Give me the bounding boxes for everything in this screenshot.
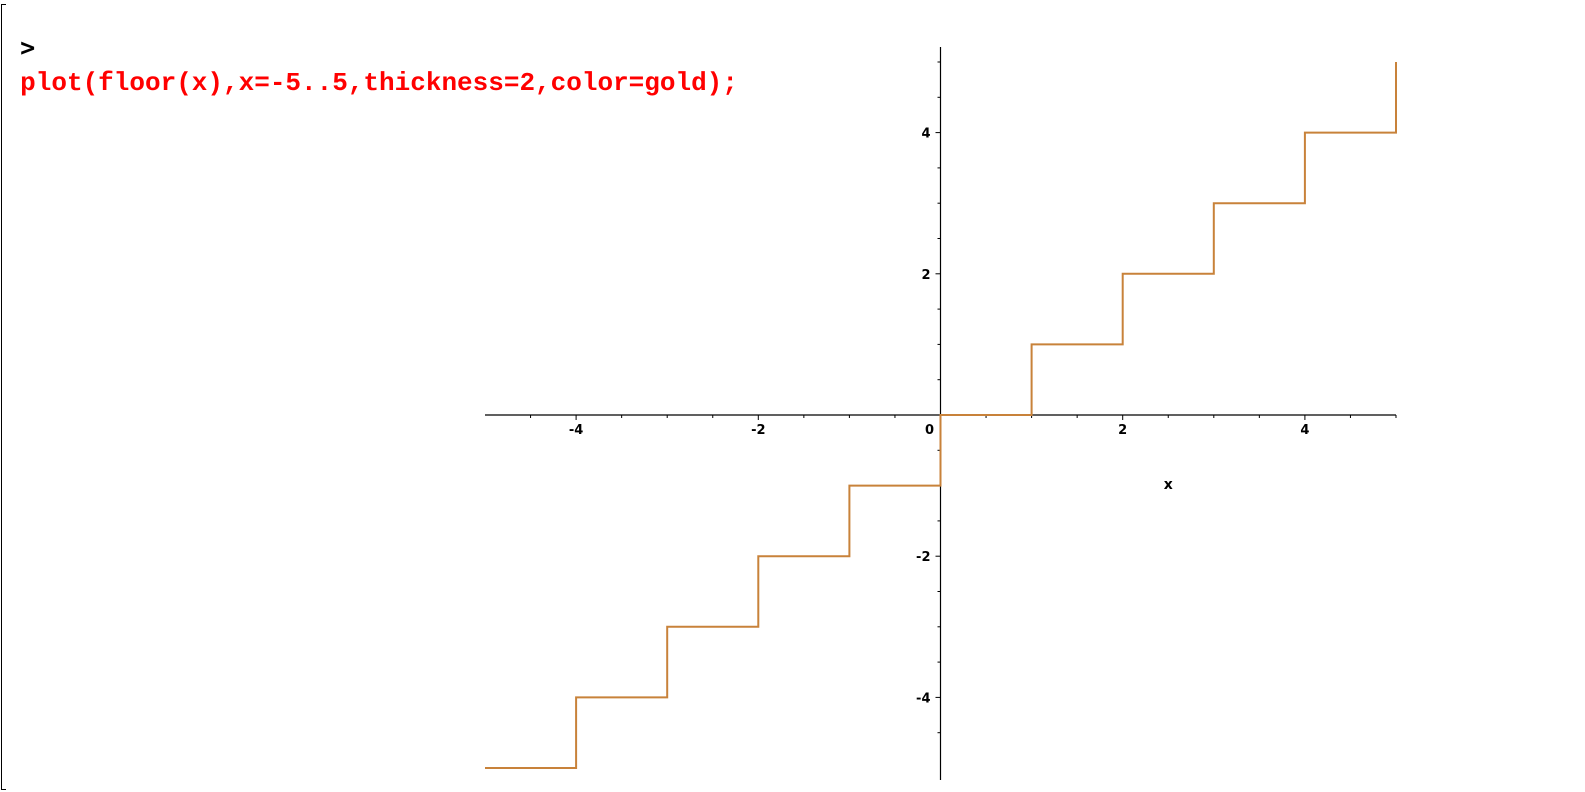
y-tick-label: 4 xyxy=(921,127,930,142)
x-tick-label: -4 xyxy=(569,423,583,438)
curve xyxy=(485,62,1397,769)
x-tick-label: 2 xyxy=(1118,423,1127,438)
floor-curve xyxy=(485,62,1397,769)
axes xyxy=(485,47,1396,780)
x-axis-label: x xyxy=(1164,477,1173,493)
x-tick-label: 4 xyxy=(1300,423,1309,438)
x-tick-label: -2 xyxy=(751,423,765,438)
y-tick-label: -4 xyxy=(916,691,930,706)
command-text[interactable]: plot(floor(x),x=-5..5,thickness=2,color=… xyxy=(20,68,738,98)
tick-labels: -4 -2 0 2 4 -4 -2 2 4 x xyxy=(569,127,1310,707)
execution-group-bracket[interactable] xyxy=(1,4,6,790)
ticks xyxy=(530,61,1397,734)
input-line[interactable]: > plot(floor(x),x=-5..5,thickness=2,colo… xyxy=(10,0,738,98)
x-tick-label: 0 xyxy=(925,423,934,438)
y-tick-label: 2 xyxy=(921,268,930,283)
prompt-symbol: > xyxy=(20,33,36,62)
y-tick-label: -2 xyxy=(916,550,930,565)
